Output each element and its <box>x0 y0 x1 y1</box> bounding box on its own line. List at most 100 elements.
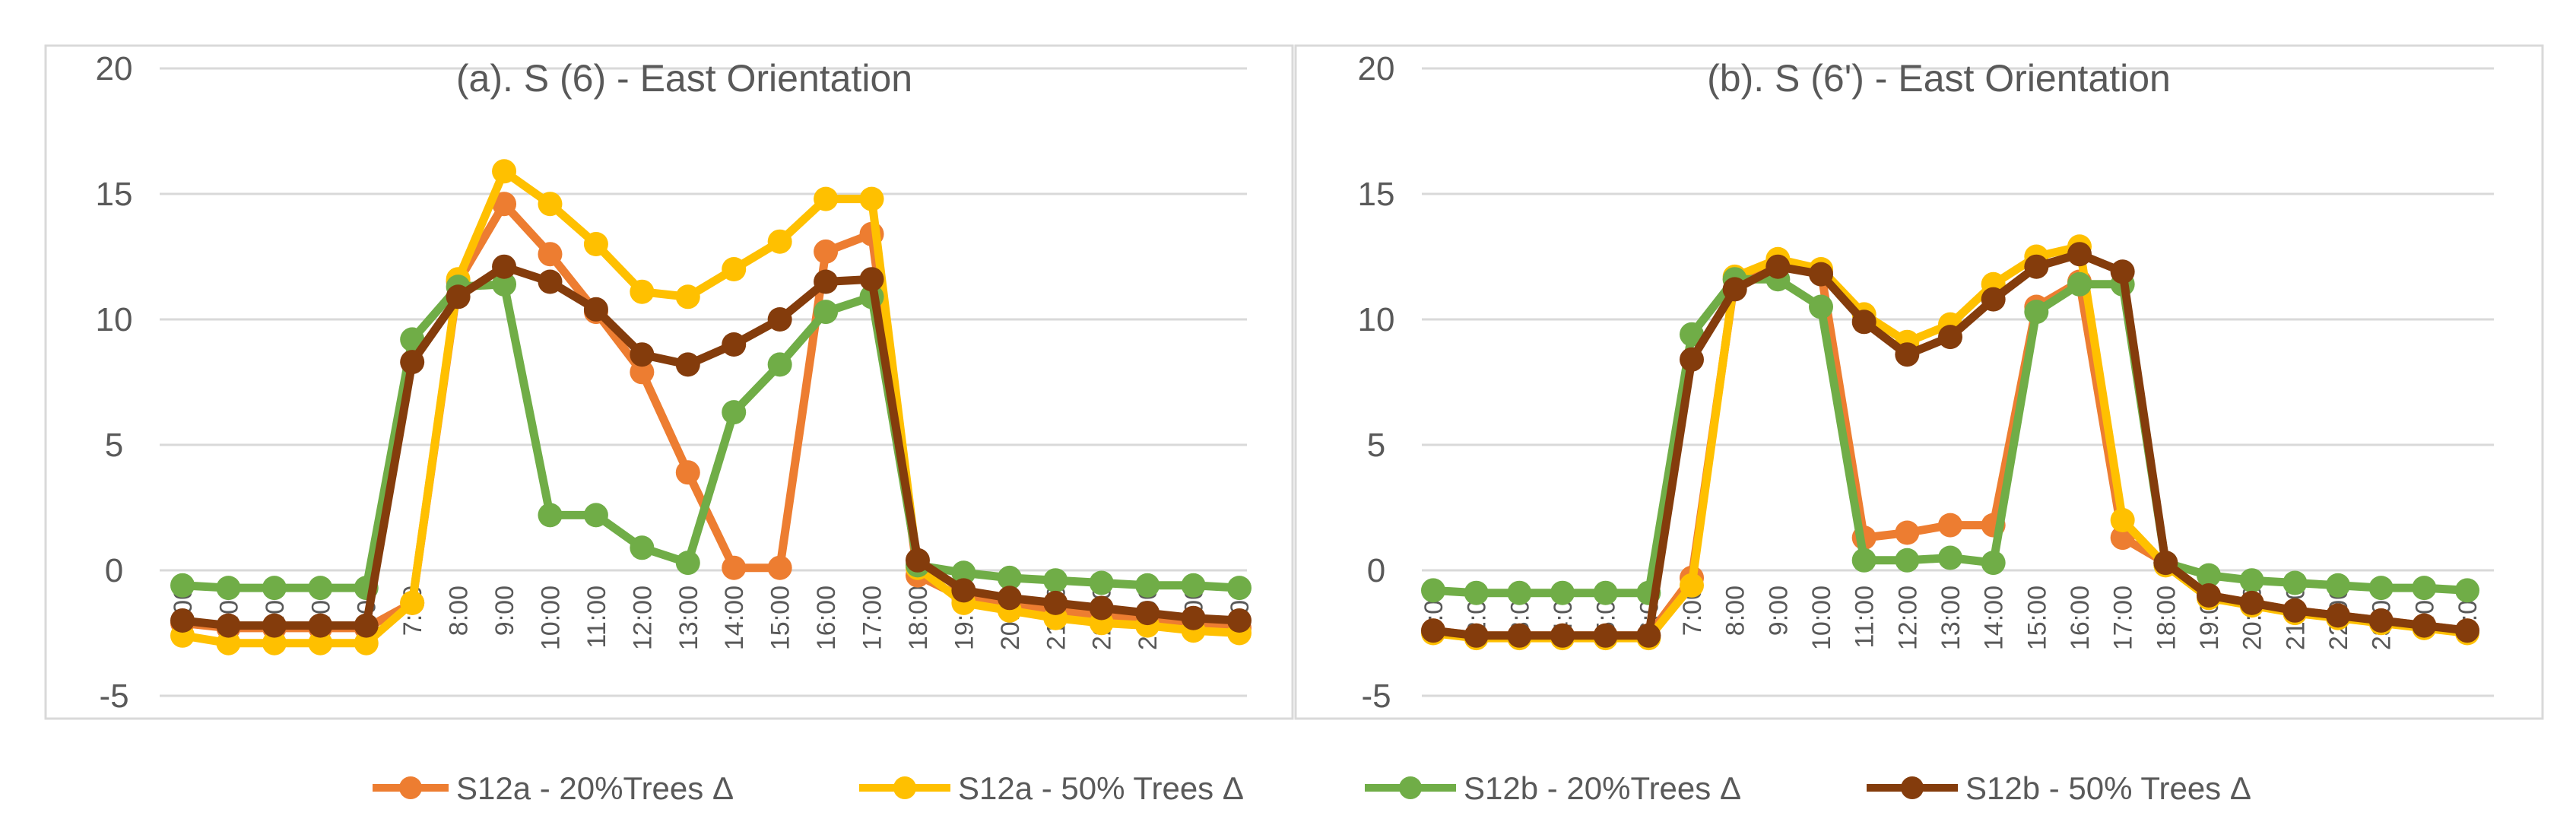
data-point-a-2-19 <box>1043 568 1068 593</box>
data-point-a-2-10 <box>630 535 655 560</box>
data-point-b-2-14 <box>2024 300 2049 325</box>
data-point-a-0-12 <box>722 555 747 580</box>
series-line-b-1 <box>1429 242 2472 643</box>
data-point-a-2-5 <box>400 327 425 352</box>
data-point-a-2-23 <box>1227 576 1252 601</box>
x-tick-label-a-16: 18:00 <box>904 586 933 650</box>
y-tick-label-a-0: -5 <box>99 678 128 715</box>
data-point-b-2-15 <box>2067 271 2092 297</box>
data-point-a-2-7 <box>492 271 517 297</box>
data-point-a-1-14 <box>814 186 839 211</box>
data-point-a-3-23 <box>1227 608 1252 633</box>
data-point-b-2-0 <box>1421 578 1445 603</box>
legend-swatch-marker-s12a-20 <box>399 776 422 799</box>
data-point-a-2-1 <box>216 576 241 601</box>
data-point-b-2-2 <box>1507 580 1532 605</box>
legend-item-s12a-20: S12a - 20%Trees Δ <box>373 770 734 806</box>
data-point-b-3-9 <box>1809 262 1833 287</box>
data-point-a-3-11 <box>675 352 700 377</box>
data-point-b-1-16 <box>2110 508 2135 532</box>
y-tick-label-a-4: 15 <box>96 176 133 213</box>
data-point-a-0-10 <box>630 360 655 385</box>
y-tick-label-b-4: 15 <box>1358 176 1395 213</box>
legend-item-s12b-20: S12b - 20%Trees Δ <box>1365 770 1741 806</box>
data-point-b-0-12 <box>1938 513 1962 538</box>
data-point-b-2-21 <box>2326 573 2350 598</box>
data-point-b-2-11 <box>1895 548 1920 573</box>
data-point-b-3-1 <box>1464 623 1489 648</box>
data-point-b-3-2 <box>1507 623 1532 648</box>
data-point-a-3-12 <box>722 332 747 357</box>
x-tick-label-b-11: 12:00 <box>1893 586 1922 650</box>
data-point-b-2-23 <box>2412 576 2437 601</box>
data-point-a-1-12 <box>722 257 747 281</box>
data-point-a-1-7 <box>492 159 517 184</box>
y-tick-label-b-0: -5 <box>1361 678 1391 715</box>
data-point-a-3-5 <box>400 350 425 375</box>
data-point-b-3-0 <box>1421 618 1445 643</box>
legend-swatch-marker-s12b-20 <box>1399 776 1422 799</box>
data-point-a-1-10 <box>630 279 655 304</box>
x-tick-label-a-12: 14:00 <box>720 586 749 650</box>
data-point-a-3-8 <box>538 269 563 294</box>
data-point-b-3-19 <box>2239 590 2264 615</box>
x-tick-label-b-17: 18:00 <box>2152 586 2181 650</box>
data-point-a-2-0 <box>170 573 195 598</box>
data-point-a-3-7 <box>492 254 517 279</box>
legend-item-s12b-50: S12b - 50% Trees Δ <box>1867 770 2251 806</box>
legend-label-s12a-20: S12a - 20%Trees Δ <box>456 770 734 806</box>
series-line-a-0 <box>178 199 1244 633</box>
data-point-a-3-20 <box>1089 595 1114 621</box>
data-point-b-2-1 <box>1464 580 1489 605</box>
data-point-b-3-3 <box>1550 623 1575 648</box>
data-point-b-3-4 <box>1593 623 1618 648</box>
data-point-b-2-6 <box>1680 322 1704 347</box>
data-point-a-0-8 <box>538 242 563 267</box>
y-tick-label-a-1: 0 <box>105 552 123 589</box>
data-point-a-3-16 <box>905 548 930 573</box>
data-point-b-3-23 <box>2412 613 2437 638</box>
data-point-b-3-11 <box>1895 342 1920 367</box>
data-point-a-2-11 <box>675 551 700 576</box>
data-point-a-3-2 <box>262 613 287 638</box>
panel-a-frame <box>44 44 1294 720</box>
y-tick-label-b-2: 5 <box>1367 427 1385 464</box>
data-point-a-3-17 <box>951 578 976 603</box>
data-point-a-3-9 <box>583 297 608 322</box>
data-point-b-2-12 <box>1938 545 1962 570</box>
data-point-b-2-19 <box>2239 568 2264 593</box>
data-point-a-2-22 <box>1181 573 1206 598</box>
x-tick-label-b-14: 15:00 <box>2022 586 2051 650</box>
x-tick-label-a-15: 17:00 <box>858 586 887 650</box>
y-tick-label-b-1: 0 <box>1367 552 1385 589</box>
data-point-a-3-1 <box>216 613 241 638</box>
y-tick-label-b-5: 20 <box>1358 50 1395 87</box>
data-point-a-0-14 <box>814 239 839 264</box>
data-point-a-2-14 <box>814 300 839 325</box>
x-tick-label-b-12: 13:00 <box>1937 586 1965 650</box>
data-point-a-2-9 <box>583 503 608 528</box>
y-tick-label-a-3: 10 <box>96 301 133 338</box>
data-point-b-3-8 <box>1765 254 1791 279</box>
data-point-a-3-19 <box>1043 590 1068 615</box>
x-tick-label-a-6: 8:00 <box>445 586 474 636</box>
data-point-b-3-17 <box>2153 551 2178 576</box>
data-point-b-3-18 <box>2197 583 2221 608</box>
x-tick-label-b-7: 8:00 <box>1721 586 1750 636</box>
data-point-a-2-13 <box>767 352 792 377</box>
data-point-a-1-4 <box>354 630 379 655</box>
data-point-a-3-18 <box>997 586 1022 611</box>
data-point-a-2-2 <box>262 576 287 601</box>
legend-swatch-marker-s12a-50 <box>893 776 916 799</box>
data-point-a-3-4 <box>354 613 379 638</box>
legend-label-s12b-20: S12b - 20%Trees Δ <box>1464 770 1741 806</box>
data-point-a-2-8 <box>538 503 563 528</box>
panel-b-frame <box>1294 44 2544 720</box>
data-point-b-2-10 <box>1851 548 1876 573</box>
data-point-a-0-7 <box>492 192 517 217</box>
data-point-a-3-6 <box>446 284 471 309</box>
data-point-b-2-3 <box>1550 580 1575 605</box>
data-point-b-0-11 <box>1895 520 1920 545</box>
